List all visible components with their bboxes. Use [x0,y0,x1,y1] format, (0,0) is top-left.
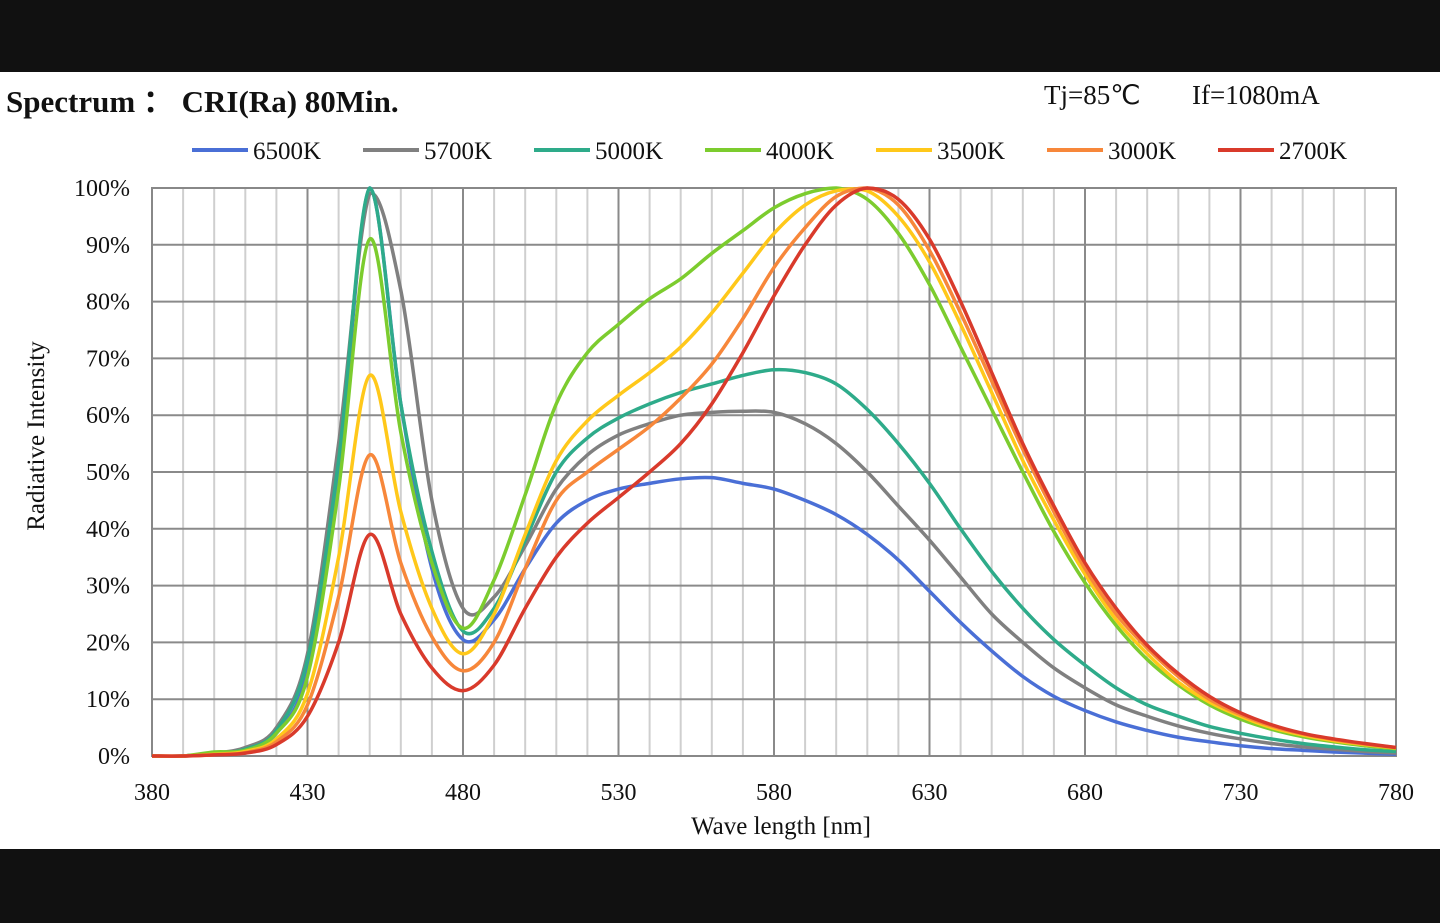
series-line-4000K [151,186,1397,759]
x-tick-label: 580 [756,780,792,806]
y-tick-label: 50% [86,460,130,486]
bottom-black-bar [0,849,1440,923]
x-tick-label: 380 [134,780,170,806]
y-tick-label: 70% [86,346,130,372]
legend-label: 2700K [1279,138,1347,165]
series-line-2700K [151,186,1397,758]
x-tick-label: 680 [1067,780,1103,806]
y-tick-label: 30% [86,574,130,600]
x-tick-label: 730 [1223,780,1259,806]
legend-label: 6500K [253,138,321,165]
x-tick-label: 780 [1378,780,1414,806]
y-tick-label: 0% [98,744,130,770]
legend-label: 4000K [766,138,834,165]
legend-label: 3000K [1108,138,1176,165]
x-tick-label: 630 [912,780,948,806]
x-tick-label: 530 [601,780,637,806]
series-line-5000K [151,186,1397,758]
y-axis-label: Radiative Intensity [23,341,50,531]
series-line-3000K [151,186,1397,758]
chart-canvas [0,72,1440,849]
y-tick-label: 60% [86,403,130,429]
junction-temperature: Tj=85℃ [1044,80,1141,110]
chart-title: Spectrum ： CRI(Ra) 80Min. [6,84,399,119]
y-tick-label: 20% [86,630,130,656]
y-tick-label: 10% [86,687,130,713]
y-tick-label: 100% [74,176,130,202]
legend-label: 5700K [424,138,492,165]
x-tick-label: 480 [445,780,481,806]
y-tick-label: 40% [86,517,130,543]
forward-current: If=1080mA [1192,80,1320,110]
legend-label: 5000K [595,138,663,165]
plot-border [151,187,1397,757]
top-black-bar [0,0,1440,72]
series-line-3500K [151,187,1397,758]
y-tick-label: 80% [86,290,130,316]
x-axis-label: Wave length [nm] [691,813,871,840]
legend-label: 3500K [937,138,1005,165]
x-tick-label: 430 [290,780,326,806]
y-tick-label: 90% [86,233,130,259]
